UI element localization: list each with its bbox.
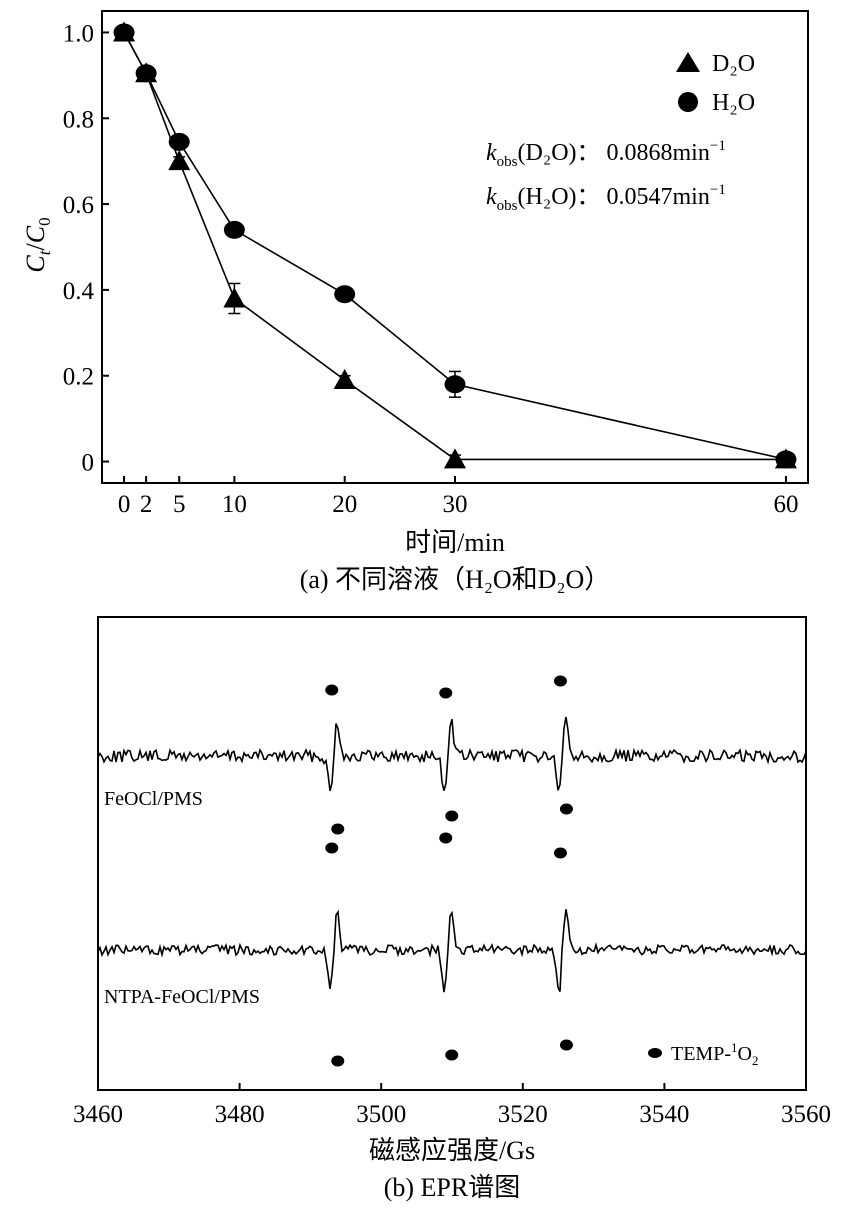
epr-x-tick-label: 3500 — [356, 1101, 406, 1128]
epr-peak-markers — [325, 675, 573, 1067]
y-tick-label: 0.4 — [63, 278, 95, 305]
legend-label-temp: TEMP-1O2 — [671, 1040, 758, 1068]
data-point-circle — [775, 450, 797, 469]
epr-peak-dot — [439, 687, 453, 699]
x-axis-ticks: 0 2 5 10 20 30 60 — [118, 476, 798, 518]
epr-x-tick-label: 3560 — [781, 1101, 831, 1128]
kobs-h2o: kobs(H₂O)： 0.0547min−1 — [486, 182, 726, 214]
epr-peak-dot — [325, 842, 339, 854]
x-tick-label: 20 — [332, 491, 357, 518]
data-point-triangle — [168, 150, 191, 171]
legend-label-h2o: H₂O — [712, 90, 755, 116]
epr-x-tick-label: 3460 — [73, 1101, 123, 1128]
legend-b-dot — [648, 1048, 662, 1058]
data-point-circle — [113, 23, 135, 42]
y-tick-label: 0.6 — [63, 192, 94, 219]
data-point-circle — [168, 132, 190, 151]
y-tick-label: 0 — [82, 450, 95, 477]
x-tick-label: 2 — [140, 491, 153, 518]
x-tick-label: 5 — [173, 491, 186, 518]
epr-peak-dot — [439, 832, 453, 844]
data-point-triangle — [223, 287, 246, 308]
data-point-circle — [334, 285, 356, 304]
panel-b-caption: (b) EPR谱图 — [384, 1173, 521, 1202]
kobs-d2o: kobs(D₂O)： 0.0868min−1 — [486, 138, 726, 170]
x-tick-label: 30 — [443, 491, 468, 518]
x-tick-label: 60 — [773, 491, 798, 518]
epr-x-axis-label: 磁感应强度/Gs — [369, 1136, 535, 1165]
epr-peak-dot — [559, 803, 573, 815]
epr-peak-dot — [445, 1049, 459, 1061]
x-axis-label: 时间/min — [405, 528, 505, 557]
epr-x-axis-ticks: 3460 3480 3500 3520 3540 3560 — [73, 1083, 831, 1128]
x-tick-label: 10 — [222, 491, 247, 518]
y-tick-label: 0.2 — [63, 364, 94, 391]
y-tick-label: 1.0 — [63, 20, 94, 47]
data-point-circle — [135, 64, 157, 83]
legend-circle-marker — [678, 92, 698, 112]
legend-a: D₂O H₂O — [676, 51, 755, 116]
epr-x-tick-label: 3480 — [215, 1101, 265, 1128]
plot-a-frame — [101, 10, 809, 484]
y-axis-label: Ct/C0 — [21, 217, 54, 272]
trace-label-feocl-pms: FeOCl/PMS — [104, 788, 203, 810]
epr-x-tick-label: 3520 — [498, 1101, 548, 1128]
epr-peak-dot — [553, 847, 567, 859]
kinetics-chart: 00.20.40.60.81.0 0 2 5 10 20 30 60 Ct/C0 时间/mi… — [21, 10, 809, 594]
plot-b-frame — [97, 616, 807, 1091]
data-point-triangle — [444, 448, 466, 469]
trace-ntpa-feocl-pms — [97, 909, 807, 993]
epr-chart: 3460 3480 3500 3520 3540 3560 FeOCl/PMS NTPA-… — [73, 616, 831, 1202]
data-point-circle — [223, 220, 245, 239]
data-point-circle — [444, 375, 466, 394]
trace-feocl-pms — [97, 716, 807, 792]
data-points — [113, 21, 797, 469]
epr-peak-dot — [331, 1055, 345, 1067]
trace-label-ntpa-feocl-pms: NTPA-FeOCl/PMS — [104, 986, 260, 1008]
legend-triangle-marker — [676, 52, 700, 72]
epr-peak-dot — [445, 810, 459, 822]
y-axis-ticks: 0 0.2 0.4 0.6 0.8 1.0 — [63, 20, 109, 477]
epr-peak-dot — [325, 684, 339, 696]
epr-peak-dot — [553, 675, 567, 687]
legend-b: TEMP-1O2 — [648, 1040, 758, 1068]
epr-x-tick-label: 3540 — [639, 1101, 689, 1128]
data-point-triangle — [333, 369, 356, 390]
x-tick-label: 0 — [118, 491, 131, 518]
panel-a-caption: (a) 不同溶液（H₂O和D₂O） — [300, 565, 611, 594]
legend-label-d2o: D₂O — [712, 51, 755, 77]
epr-peak-dot — [331, 823, 345, 835]
y-tick-label: 0.8 — [63, 106, 94, 133]
epr-peak-dot — [559, 1039, 573, 1051]
